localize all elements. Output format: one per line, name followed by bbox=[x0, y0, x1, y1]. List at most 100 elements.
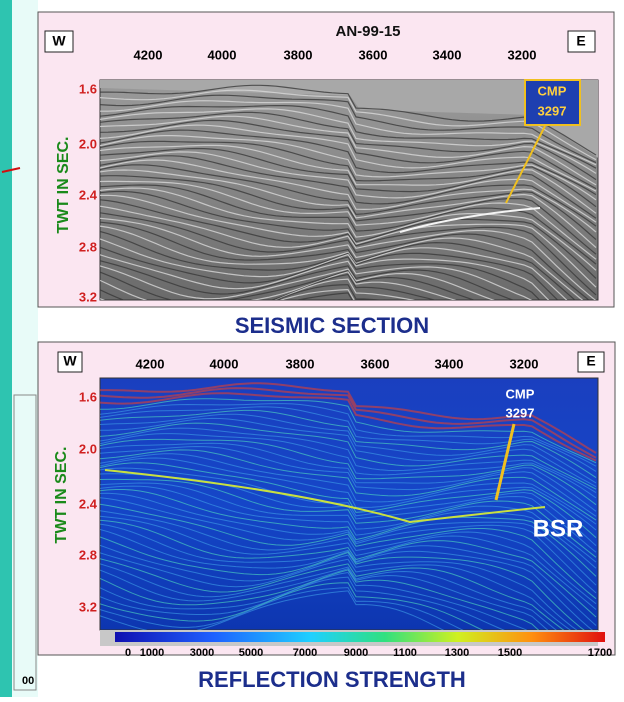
reflector bbox=[100, 155, 597, 227]
time-tick-label: 2.8 bbox=[79, 547, 97, 562]
cmp-tick-label: 3800 bbox=[286, 356, 315, 371]
axis-label: TWT IN SEC. bbox=[53, 447, 70, 544]
side-box bbox=[13, 394, 37, 691]
reflector bbox=[100, 175, 597, 255]
time-tick-label: 2.0 bbox=[79, 136, 97, 151]
reflector bbox=[100, 205, 597, 300]
reflector bbox=[100, 265, 495, 300]
reflector bbox=[100, 180, 597, 260]
reflector bbox=[100, 403, 597, 467]
side-area bbox=[12, 0, 38, 697]
colorbar-tick-label: 7000 bbox=[293, 647, 317, 659]
reflector bbox=[100, 406, 597, 472]
colorbar-tick-label: 0 bbox=[125, 647, 131, 659]
reflector bbox=[100, 84, 597, 156]
reflector bbox=[100, 221, 576, 300]
caption: SEISMIC SECTION bbox=[235, 313, 429, 338]
reflector bbox=[100, 100, 597, 166]
time-tick-label: 3.2 bbox=[79, 599, 97, 614]
reflector bbox=[100, 169, 597, 249]
west-label: W bbox=[52, 33, 66, 49]
reflector bbox=[100, 273, 437, 300]
west-label: W bbox=[63, 353, 77, 369]
colorbar-tick-label: 1500 bbox=[498, 647, 522, 659]
side-text: 00 bbox=[22, 675, 34, 687]
colorbar-tick-label: 5000 bbox=[239, 647, 263, 659]
reflector bbox=[100, 576, 505, 630]
east-label: E bbox=[586, 353, 595, 369]
cmp-tick-label: 4200 bbox=[134, 47, 163, 62]
reflector bbox=[100, 582, 484, 630]
reflector bbox=[100, 515, 597, 610]
colorbar-tick-label: 1100 bbox=[393, 647, 417, 659]
time-tick-label: 2.0 bbox=[79, 441, 97, 456]
bsr bbox=[104, 469, 546, 524]
reflector bbox=[100, 445, 597, 517]
cmp-tick-label: 3200 bbox=[508, 47, 537, 62]
reflector bbox=[100, 427, 597, 494]
reflector bbox=[100, 387, 597, 459]
cmp-tick-label: 3600 bbox=[359, 47, 388, 62]
reflector bbox=[100, 449, 597, 521]
reflector bbox=[100, 544, 578, 630]
colorbar-tick-label: 1700 bbox=[588, 647, 612, 659]
time-tick-label: 2.8 bbox=[79, 239, 97, 254]
reflector bbox=[100, 568, 549, 630]
bsr-label: BSR bbox=[533, 515, 584, 542]
reflector bbox=[100, 453, 597, 525]
reflector bbox=[100, 529, 593, 630]
reflector bbox=[100, 552, 571, 630]
reflector bbox=[100, 246, 541, 300]
reflector bbox=[100, 492, 597, 586]
reflector bbox=[100, 569, 540, 630]
bsr bbox=[399, 207, 541, 233]
cmp-tick-label: 3400 bbox=[433, 47, 462, 62]
cmp-arrow bbox=[505, 125, 546, 204]
reflector bbox=[275, 284, 386, 300]
reflector bbox=[294, 292, 353, 300]
reflector bbox=[100, 590, 445, 630]
cmp-tick-label: 3200 bbox=[510, 356, 539, 371]
west-box bbox=[57, 351, 83, 373]
reflector bbox=[100, 503, 597, 600]
water-column bbox=[100, 80, 598, 158]
reflector bbox=[100, 115, 597, 186]
reflector bbox=[100, 230, 559, 300]
time-tick-label: 2.4 bbox=[79, 187, 98, 202]
reflector bbox=[279, 288, 355, 300]
west-box bbox=[44, 30, 74, 53]
reflector bbox=[100, 124, 597, 192]
reflector bbox=[100, 194, 597, 288]
axis-label: TWT IN SEC. bbox=[55, 137, 72, 234]
colorbar-tick-label: 9000 bbox=[344, 647, 368, 659]
reflector bbox=[100, 467, 597, 546]
seismic-reflectors bbox=[100, 80, 598, 300]
line-title: AN-99-15 bbox=[335, 23, 400, 40]
reflector bbox=[100, 519, 597, 618]
reflector bbox=[100, 105, 597, 169]
reflector bbox=[100, 422, 597, 490]
reflector bbox=[100, 442, 597, 512]
colorbar bbox=[115, 632, 605, 642]
cmp-annotation: 3297 bbox=[538, 103, 567, 118]
reflector bbox=[100, 164, 597, 241]
reflector bbox=[100, 485, 597, 569]
reflector bbox=[100, 278, 416, 300]
reflector bbox=[100, 212, 590, 300]
colorbar-tick-label: 1300 bbox=[445, 647, 469, 659]
reflector bbox=[100, 510, 597, 605]
reflector bbox=[100, 254, 533, 300]
reflector bbox=[100, 558, 565, 630]
reflector bbox=[100, 238, 550, 300]
reflector bbox=[100, 382, 597, 454]
reflector bbox=[100, 111, 597, 181]
reflector bbox=[100, 108, 597, 174]
reflector bbox=[100, 438, 597, 506]
cmp-tick-label: 3400 bbox=[435, 356, 464, 371]
caption: REFLECTION STRENGTH bbox=[198, 667, 466, 692]
reflector bbox=[100, 571, 528, 630]
cmp-annotation: CMP bbox=[538, 83, 567, 98]
time-tick-label: 2.4 bbox=[79, 496, 98, 511]
cmp-annotation: 3297 bbox=[506, 405, 535, 420]
